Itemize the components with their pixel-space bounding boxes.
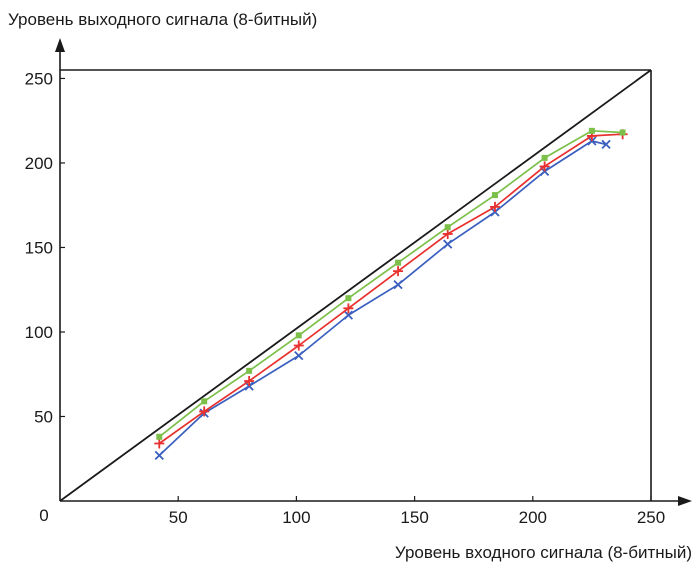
- x-tick-label: 250: [637, 508, 665, 527]
- series-3-point: [541, 154, 548, 161]
- x-tick-label: 100: [282, 508, 310, 527]
- series-3-point: [246, 367, 253, 374]
- series-1-point: [393, 280, 403, 290]
- series-2-point: [442, 228, 453, 239]
- series-2-point: [293, 340, 304, 351]
- reference-line: [59, 69, 652, 502]
- series-layer: [154, 127, 628, 461]
- series-2-point: [244, 375, 255, 386]
- series-3-point: [491, 192, 498, 199]
- origin-label: 0: [39, 506, 48, 525]
- series-3-point: [395, 259, 402, 266]
- series-3-point: [444, 224, 451, 231]
- x-tick-label: 50: [169, 508, 188, 527]
- x-axis-arrow: [678, 496, 692, 506]
- series-2-point: [489, 201, 500, 212]
- series-2-point: [343, 303, 354, 314]
- y-tick-label: 100: [25, 323, 53, 342]
- y-tick-label: 200: [25, 154, 53, 173]
- series-1-line: [158, 140, 607, 457]
- x-axis-title: Уровень входного сигнала (8-битный): [395, 543, 692, 562]
- x-tick-label: 150: [400, 508, 428, 527]
- y-tick-label: 150: [25, 238, 53, 257]
- series-2-point: [199, 406, 210, 417]
- reference-line-layer: [59, 69, 652, 502]
- series-3-line: [158, 129, 623, 438]
- y-axis-arrow: [55, 38, 65, 52]
- series-3-point: [201, 398, 208, 405]
- y-axis-title: Уровень выходного сигнала (8-битный): [8, 10, 317, 29]
- series-3-point: [295, 332, 302, 339]
- y-tick-label: 250: [25, 69, 53, 88]
- series-2-point: [539, 161, 550, 172]
- series-2-point: [393, 266, 404, 277]
- x-tick-label: 200: [519, 508, 547, 527]
- plot-frame: [55, 38, 692, 506]
- tick-labels-layer: 50 100 150 200 250 50 100 150 200 250: [25, 69, 666, 527]
- series-3-point: [156, 433, 163, 440]
- series-1-point: [294, 351, 304, 361]
- series-1-point: [154, 450, 164, 461]
- y-tick-label: 50: [34, 407, 53, 426]
- series-3-point: [345, 295, 352, 302]
- series-2-point: [154, 438, 165, 449]
- series-1-point: [443, 239, 453, 249]
- series-1-point: [343, 310, 354, 320]
- series-1-point: [601, 139, 611, 150]
- series-3-point: [588, 127, 595, 134]
- series-3-point: [619, 129, 626, 136]
